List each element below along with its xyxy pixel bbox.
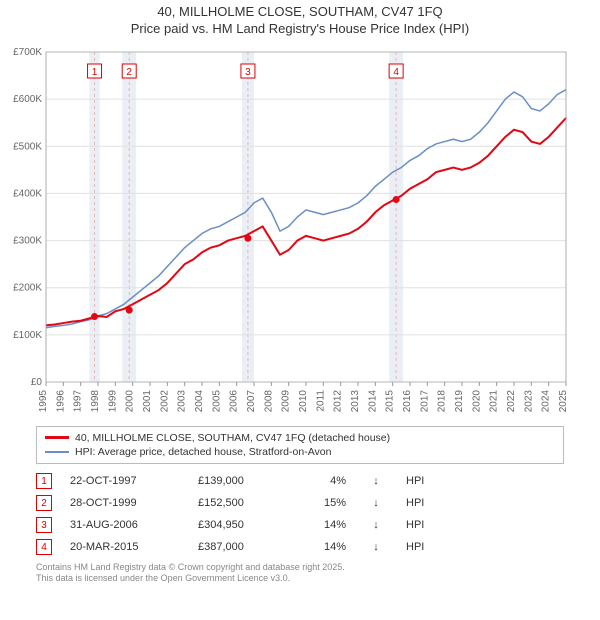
legend-row-hpi: HPI: Average price, detached house, Stra… xyxy=(45,445,555,459)
svg-text:2021: 2021 xyxy=(489,389,500,412)
svg-text:£0: £0 xyxy=(31,377,43,388)
tx-price: £152,500 xyxy=(198,497,288,509)
svg-text:2025: 2025 xyxy=(558,389,569,412)
svg-text:2019: 2019 xyxy=(454,389,465,412)
svg-text:2022: 2022 xyxy=(506,389,517,412)
svg-text:2013: 2013 xyxy=(350,389,361,412)
footer-line1: Contains HM Land Registry data © Crown c… xyxy=(36,562,564,573)
transaction-row: 3 31-AUG-2006 £304,950 14% ↓ HPI xyxy=(36,514,564,536)
legend-swatch-hpi xyxy=(45,451,69,453)
svg-text:£100K: £100K xyxy=(13,330,42,341)
svg-text:2012: 2012 xyxy=(333,389,344,412)
footer-line2: This data is licensed under the Open Gov… xyxy=(36,573,564,584)
footer-text: Contains HM Land Registry data © Crown c… xyxy=(36,562,564,585)
tx-pct: 14% xyxy=(306,541,346,553)
svg-text:2005: 2005 xyxy=(211,389,222,412)
svg-text:1999: 1999 xyxy=(107,389,118,412)
legend: 40, MILLHOLME CLOSE, SOUTHAM, CV47 1FQ (… xyxy=(36,426,564,464)
tx-date: 31-AUG-2006 xyxy=(70,519,180,531)
svg-text:2024: 2024 xyxy=(541,389,552,412)
svg-text:2016: 2016 xyxy=(402,389,413,412)
svg-text:2001: 2001 xyxy=(142,389,153,412)
tx-vs: HPI xyxy=(406,475,424,487)
svg-text:£400K: £400K xyxy=(13,188,42,199)
svg-text:£600K: £600K xyxy=(13,94,42,105)
transaction-row: 1 22-OCT-1997 £139,000 4% ↓ HPI xyxy=(36,470,564,492)
svg-text:1: 1 xyxy=(92,67,98,78)
svg-text:2000: 2000 xyxy=(125,389,136,412)
tx-price: £139,000 xyxy=(198,475,288,487)
svg-text:2023: 2023 xyxy=(523,389,534,412)
legend-row-paid: 40, MILLHOLME CLOSE, SOUTHAM, CV47 1FQ (… xyxy=(45,431,555,445)
chart-title: 40, MILLHOLME CLOSE, SOUTHAM, CV47 1FQ P… xyxy=(0,0,600,38)
svg-text:1997: 1997 xyxy=(73,389,84,412)
down-arrow-icon: ↓ xyxy=(364,475,388,487)
svg-text:1998: 1998 xyxy=(90,389,101,412)
svg-text:2: 2 xyxy=(126,67,132,78)
tx-date: 20-MAR-2015 xyxy=(70,541,180,553)
svg-text:2003: 2003 xyxy=(177,389,188,412)
tx-number-box: 4 xyxy=(36,539,52,555)
tx-price: £304,950 xyxy=(198,519,288,531)
tx-pct: 4% xyxy=(306,475,346,487)
svg-text:2010: 2010 xyxy=(298,389,309,412)
svg-text:2011: 2011 xyxy=(315,389,326,411)
down-arrow-icon: ↓ xyxy=(364,519,388,531)
svg-text:1995: 1995 xyxy=(38,389,49,412)
tx-number-box: 3 xyxy=(36,517,52,533)
tx-number-box: 2 xyxy=(36,495,52,511)
svg-text:4: 4 xyxy=(393,67,399,78)
svg-text:2020: 2020 xyxy=(471,389,482,412)
tx-vs: HPI xyxy=(406,541,424,553)
svg-text:£200K: £200K xyxy=(13,282,42,293)
transaction-row: 2 28-OCT-1999 £152,500 15% ↓ HPI xyxy=(36,492,564,514)
svg-text:£700K: £700K xyxy=(13,47,42,58)
svg-text:2007: 2007 xyxy=(246,389,257,412)
price-chart: £0 £100K £200K £300K £400K £500K £600K £700K 199… xyxy=(10,42,590,420)
svg-text:2002: 2002 xyxy=(159,389,170,412)
svg-text:1996: 1996 xyxy=(55,389,66,412)
svg-text:£500K: £500K xyxy=(13,141,42,152)
svg-text:2008: 2008 xyxy=(263,389,274,412)
tx-date: 22-OCT-1997 xyxy=(70,475,180,487)
title-line1: 40, MILLHOLME CLOSE, SOUTHAM, CV47 1FQ xyxy=(0,4,600,21)
svg-text:2014: 2014 xyxy=(367,389,378,412)
transactions-table: 1 22-OCT-1997 £139,000 4% ↓ HPI 2 28-OCT-1999 £1… xyxy=(36,470,564,558)
legend-label-paid: 40, MILLHOLME CLOSE, SOUTHAM, CV47 1FQ (… xyxy=(75,431,390,445)
svg-text:2004: 2004 xyxy=(194,389,205,412)
svg-text:2015: 2015 xyxy=(385,389,396,412)
tx-price: £387,000 xyxy=(198,541,288,553)
svg-text:2017: 2017 xyxy=(419,389,430,412)
svg-text:2009: 2009 xyxy=(281,389,292,412)
transaction-row: 4 20-MAR-2015 £387,000 14% ↓ HPI xyxy=(36,536,564,558)
tx-pct: 15% xyxy=(306,497,346,509)
down-arrow-icon: ↓ xyxy=(364,497,388,509)
title-line2: Price paid vs. HM Land Registry's House … xyxy=(0,21,600,38)
svg-text:2018: 2018 xyxy=(437,389,448,412)
tx-number-box: 1 xyxy=(36,473,52,489)
down-arrow-icon: ↓ xyxy=(364,541,388,553)
svg-text:3: 3 xyxy=(245,67,251,78)
legend-swatch-paid xyxy=(45,436,69,439)
tx-vs: HPI xyxy=(406,519,424,531)
svg-text:2006: 2006 xyxy=(229,389,240,412)
tx-date: 28-OCT-1999 xyxy=(70,497,180,509)
tx-pct: 14% xyxy=(306,519,346,531)
tx-vs: HPI xyxy=(406,497,424,509)
legend-label-hpi: HPI: Average price, detached house, Stra… xyxy=(75,445,331,459)
svg-text:£300K: £300K xyxy=(13,235,42,246)
